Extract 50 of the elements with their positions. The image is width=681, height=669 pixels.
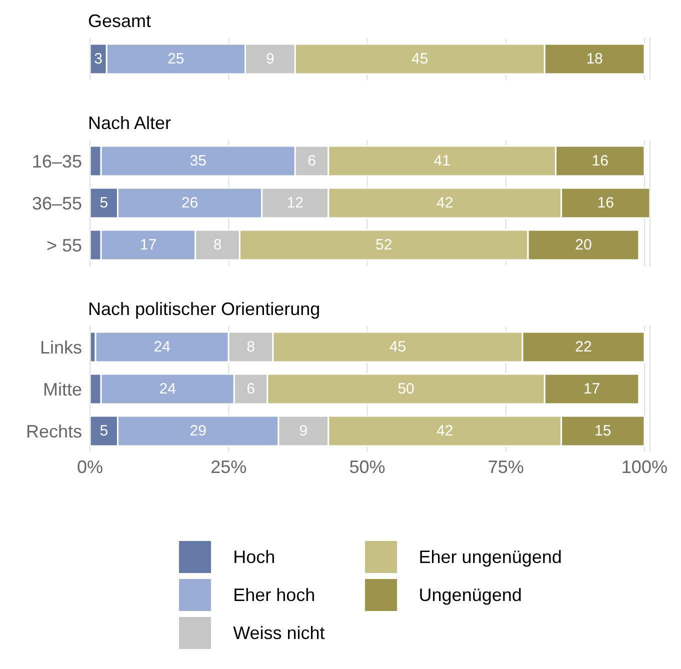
data-label: 5	[100, 194, 108, 212]
data-label: 6	[246, 380, 255, 398]
x-tick-label: 75%	[488, 456, 524, 477]
y-tick-label: > 55	[46, 235, 82, 256]
legend-label: Ungenügend	[418, 584, 522, 606]
legend-label: Weiss nicht	[233, 622, 325, 644]
data-label: 41	[434, 152, 450, 170]
legend-label: Eher ungenügend	[418, 546, 562, 568]
data-label: 24	[154, 338, 170, 356]
data-label: 45	[389, 338, 406, 356]
data-label: 5	[100, 422, 108, 440]
legend-label: Hoch	[233, 546, 276, 568]
data-label: 35	[190, 152, 206, 170]
legend-label: Eher hoch	[233, 584, 316, 606]
x-tick-label: 0%	[76, 456, 104, 477]
data-label: 52	[376, 236, 392, 254]
data-label: 29	[190, 422, 206, 440]
data-label: 20	[575, 236, 592, 254]
data-label: 45	[412, 50, 428, 68]
data-label: 42	[436, 422, 454, 440]
data-label: 25	[168, 50, 184, 68]
data-label: 26	[181, 194, 198, 212]
data-label: 42	[436, 194, 454, 212]
y-tick-label: 36–55	[32, 193, 82, 214]
chart-title: Nach politischer Orientierung	[88, 298, 322, 321]
data-label: 9	[299, 422, 308, 440]
chart-title: Gesamt	[88, 10, 152, 33]
data-label: 17	[583, 380, 600, 398]
y-tick-label: Mitte	[42, 379, 82, 400]
data-label: 16	[597, 194, 614, 212]
data-label: 17	[140, 236, 157, 254]
data-label: 12	[286, 194, 304, 212]
data-label: 18	[586, 50, 603, 68]
data-label: 3	[94, 50, 102, 68]
data-label: 15	[594, 422, 612, 440]
data-label: 6	[308, 152, 316, 170]
chart-title: Nach Alter	[88, 112, 172, 135]
data-label: 8	[246, 338, 255, 356]
x-tick-label: 100%	[621, 456, 668, 477]
data-label: 24	[159, 380, 176, 398]
data-label: 16	[592, 152, 608, 170]
data-label: 9	[266, 50, 274, 68]
y-tick-label: 16–35	[32, 151, 82, 172]
data-label: 22	[575, 338, 592, 356]
y-tick-label: Rechts	[26, 421, 82, 442]
x-tick-label: 25%	[210, 456, 247, 477]
data-label: 50	[398, 380, 414, 398]
x-tick-label: 50%	[349, 456, 386, 477]
y-tick-label: Links	[40, 337, 82, 358]
data-label: 8	[213, 236, 222, 254]
